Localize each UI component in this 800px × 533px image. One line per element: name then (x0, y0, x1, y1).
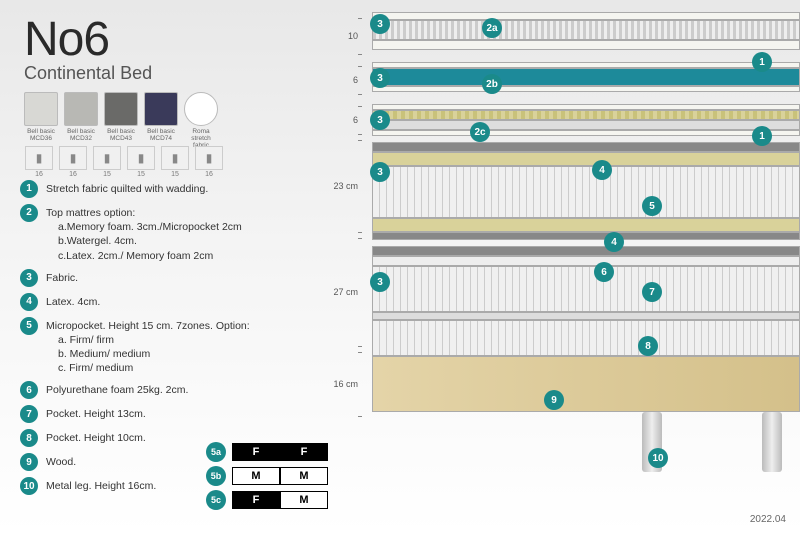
swatch-label: Bell basic MCD43 (104, 128, 138, 142)
legend-text: Wood. (46, 453, 76, 471)
legend-bullet: 2 (20, 204, 38, 222)
firmness-row: 5bMM (206, 466, 328, 486)
date-label: 2022.04 (750, 514, 786, 525)
firmness-table: 5aFF 5bMM 5cFM (206, 442, 328, 514)
diagram-marker: 8 (638, 336, 658, 356)
legend-bullet: 4 (20, 293, 38, 311)
legend-bullet: 7 (20, 405, 38, 423)
legend-bullet: 10 (20, 477, 38, 495)
diagram-marker: 3 (370, 68, 390, 88)
diagram-marker: 3 (370, 110, 390, 130)
diagram-marker: 7 (642, 282, 662, 302)
legend-bullet: 6 (20, 381, 38, 399)
swatch-label: Bell basic MCD36 (24, 128, 58, 142)
legend-item: 3 Fabric. (20, 269, 320, 287)
legend-bullet: 1 (20, 180, 38, 198)
diagram-marker: 6 (594, 262, 614, 282)
legend-bullet: 3 (20, 269, 38, 287)
fabric-swatch: Bell basic MCD43 (104, 92, 138, 149)
firmness-row: 5cFM (206, 490, 328, 510)
fabric-swatch: Bell basic MCD36 (24, 92, 58, 149)
leg-option: ▮16 (58, 146, 88, 178)
firmness-cell: F (232, 491, 280, 509)
diagram-marker: 3 (370, 272, 390, 292)
leg-thumbnails: ▮16▮16▮15▮15▮15▮16 (24, 146, 224, 178)
legend-bullet: 8 (20, 429, 38, 447)
firmness-cell: F (280, 443, 328, 461)
diagram-marker: 9 (544, 390, 564, 410)
legend-item: 4 Latex. 4cm. (20, 293, 320, 311)
diagram-marker: 1 (752, 126, 772, 146)
legend-text: Stretch fabric quilted with wadding. (46, 180, 208, 198)
legend-text: Latex. 4cm. (46, 293, 100, 311)
firmness-cell: F (232, 443, 280, 461)
diagram-marker: 2a (482, 18, 502, 38)
product-title: No6 (24, 12, 152, 67)
legend-bullet: 5 (20, 317, 38, 335)
diagram-marker: 3 (370, 162, 390, 182)
firmness-cell: M (232, 467, 280, 485)
legend-text: Pocket. Height 10cm. (46, 429, 146, 447)
firmness-cell: M (280, 491, 328, 509)
height-label: 6 (330, 115, 358, 125)
fabric-swatch: Bell basic MCD74 (144, 92, 178, 149)
legend-item: 5 Micropocket. Height 15 cm. 7zones. Opti… (20, 317, 320, 376)
leg-option: ▮15 (92, 146, 122, 178)
diagram-marker: 5 (642, 196, 662, 216)
diagram-marker: 3 (370, 14, 390, 34)
metal-leg (762, 412, 782, 472)
leg-option: ▮15 (126, 146, 156, 178)
leg-option: ▮15 (160, 146, 190, 178)
legend-item: 1 Stretch fabric quilted with wadding. (20, 180, 320, 198)
height-label: 23 cm (330, 181, 358, 191)
legend-text: Metal leg. Height 16cm. (46, 477, 156, 495)
height-label: 6 (330, 75, 358, 85)
header: No6 Continental Bed (24, 12, 152, 84)
legend-item: 2 Top mattres option:a.Memory foam. 3cm./… (20, 204, 320, 263)
height-label: 16 cm (330, 379, 358, 389)
legend-item: 6 Polyurethane foam 25kg. 2cm. (20, 381, 320, 399)
firmness-row: 5aFF (206, 442, 328, 462)
leg-option: ▮16 (194, 146, 224, 178)
diagram-marker: 4 (592, 160, 612, 180)
legend-text: Fabric. (46, 269, 78, 287)
diagram-marker: 4 (604, 232, 624, 252)
diagram-marker: 10 (648, 448, 668, 468)
diagram-marker: 1 (752, 52, 772, 72)
legend-text: Pocket. Height 13cm. (46, 405, 146, 423)
firmness-cell: M (280, 467, 328, 485)
legend-bullet: 9 (20, 453, 38, 471)
legend-text: Polyurethane foam 25kg. 2cm. (46, 381, 188, 399)
height-label: 10 (330, 31, 358, 41)
legend-text: Micropocket. Height 15 cm. 7zones. Optio… (46, 317, 250, 376)
bed-cutaway-diagram: 32a132b32c134543678910 (362, 0, 800, 500)
fabric-swatches: Bell basic MCD36 Bell basic MCD32 Bell bas… (24, 92, 218, 149)
height-label: 27 cm (330, 287, 358, 297)
swatch-label: Bell basic MCD32 (64, 128, 98, 142)
diagram-marker: 2b (482, 74, 502, 94)
legend-text: Top mattres option:a.Memory foam. 3cm./M… (46, 204, 242, 263)
diagram-marker: 2c (470, 122, 490, 142)
product-subtitle: Continental Bed (24, 63, 152, 84)
legend-item: 7 Pocket. Height 13cm. (20, 405, 320, 423)
leg-option: ▮16 (24, 146, 54, 178)
fabric-swatch: Bell basic MCD32 (64, 92, 98, 149)
swatch-label: Bell basic MCD74 (144, 128, 178, 142)
fabric-swatch: Roma stretch fabric (184, 92, 218, 149)
